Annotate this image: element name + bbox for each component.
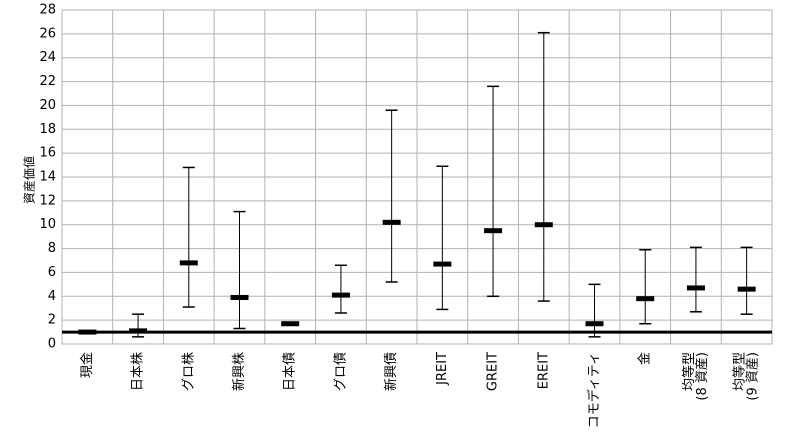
- x-tick-label: JREIT: [435, 352, 450, 386]
- x-tick-label: EREIT: [536, 352, 551, 389]
- y-tick-label: 4: [48, 289, 56, 304]
- x-tick-label: (8 資産): [694, 352, 710, 401]
- median-marker: [382, 219, 401, 225]
- x-tick-label: コモディティ: [586, 352, 602, 428]
- median-marker: [534, 222, 553, 228]
- y-tick-label: 6: [48, 265, 56, 280]
- x-tick-label: 均等型: [732, 352, 748, 391]
- y-axis-label: 資産価値: [22, 156, 37, 204]
- x-tick-label: 新興債: [383, 352, 399, 391]
- x-tick-label: 現金: [79, 352, 95, 378]
- x-tick-label: 金: [637, 352, 653, 365]
- y-tick-label: 12: [39, 193, 56, 208]
- y-tick-label: 16: [39, 146, 56, 161]
- median-marker: [179, 260, 198, 266]
- y-tick-label: 28: [39, 3, 56, 18]
- x-tick-label: (9 資産): [745, 352, 761, 401]
- x-tick-label: 均等型: [681, 352, 697, 391]
- median-marker: [737, 286, 756, 292]
- median-marker: [281, 321, 300, 327]
- median-marker: [433, 261, 452, 267]
- median-marker: [78, 329, 97, 335]
- x-tick-label: 新興株: [231, 352, 247, 391]
- y-tick-label: 8: [48, 241, 56, 256]
- median-marker: [636, 296, 655, 302]
- median-marker: [484, 228, 503, 234]
- x-tick-label: 日本債: [283, 352, 298, 391]
- x-tick-label: 日本株: [131, 352, 146, 391]
- y-tick-label: 10: [39, 217, 56, 232]
- median-marker: [585, 321, 604, 327]
- median-marker: [129, 328, 148, 334]
- x-tick-label: GREIT: [486, 352, 501, 391]
- y-tick-label: 26: [39, 26, 56, 41]
- median-marker: [230, 294, 249, 300]
- y-tick-label: 22: [39, 74, 56, 89]
- y-tick-label: 24: [39, 50, 56, 65]
- y-tick-label: 2: [48, 313, 56, 328]
- y-tick-label: 14: [39, 170, 56, 185]
- x-tick-label: グロ債: [333, 352, 348, 391]
- median-marker: [331, 292, 350, 298]
- y-tick-label: 20: [39, 98, 56, 113]
- y-tick-label: 0: [48, 337, 56, 352]
- x-tick-label: グロ株: [181, 352, 196, 391]
- y-tick-label: 18: [39, 122, 56, 137]
- plot-border: [61, 9, 773, 345]
- median-marker: [686, 285, 705, 291]
